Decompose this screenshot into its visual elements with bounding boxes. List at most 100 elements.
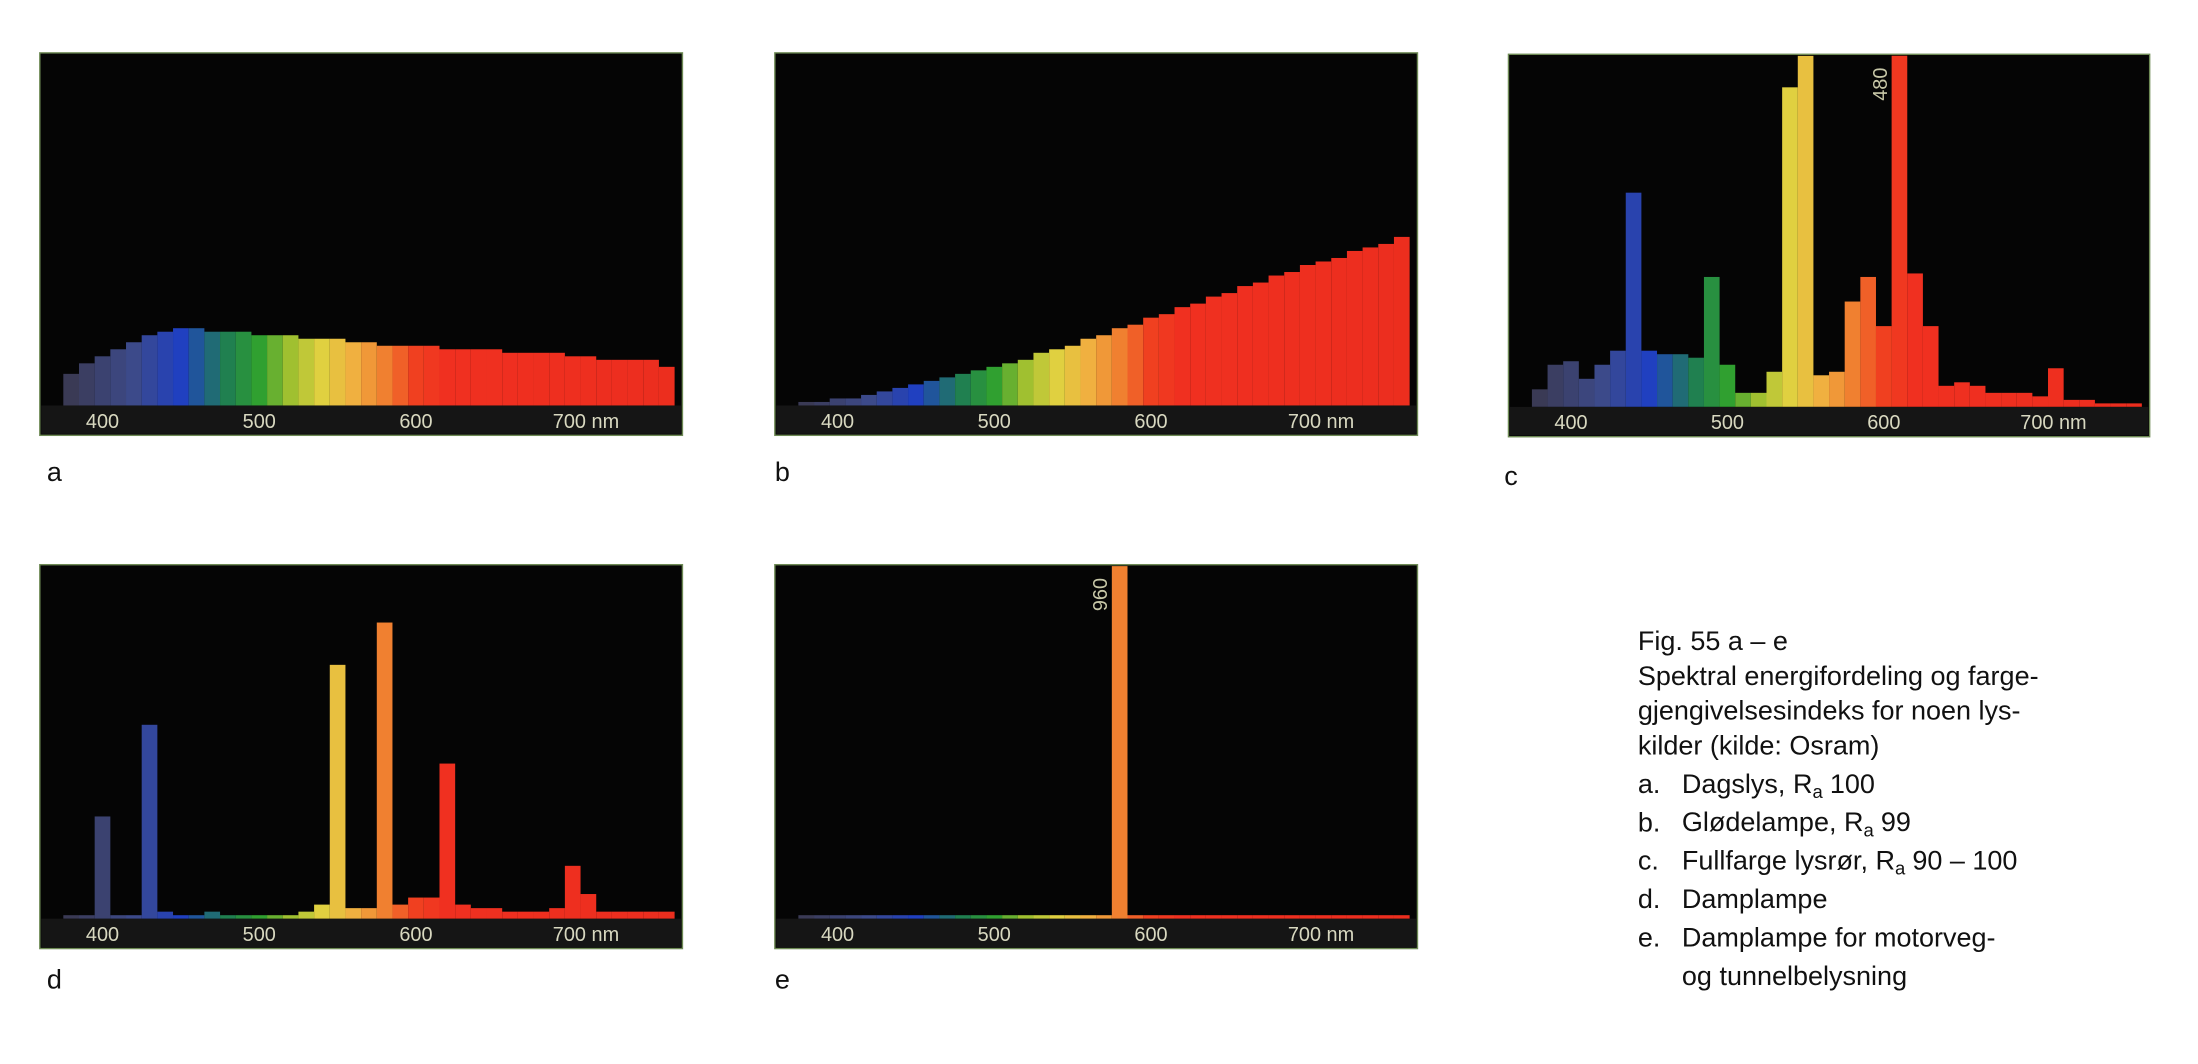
bar (2001, 392, 2017, 407)
bar (282, 915, 299, 919)
bar (1064, 345, 1081, 406)
item-marker: e. (1638, 922, 1661, 952)
item-subscript: a (1895, 858, 1906, 879)
axis-band (776, 918, 1417, 948)
item-main: Dagslys, R (1682, 769, 1813, 799)
bar (1922, 326, 1939, 407)
bar (1237, 915, 1253, 919)
bar (423, 345, 440, 406)
bar (1299, 264, 1316, 406)
bar (1017, 359, 1034, 406)
bar (1346, 915, 1363, 919)
bar (1672, 354, 1689, 407)
bar (376, 345, 393, 406)
bar (2079, 399, 2095, 407)
bar (549, 908, 565, 919)
bar (204, 331, 221, 406)
bar (1064, 915, 1081, 919)
panel-label: c (1504, 461, 1518, 491)
bar (1547, 364, 1564, 407)
bar (1127, 324, 1144, 406)
bar (627, 359, 644, 406)
bar (1143, 317, 1159, 406)
bar (126, 915, 142, 919)
bar (1875, 326, 1892, 407)
bar (1331, 915, 1347, 919)
item-rest: 99 (1881, 807, 1911, 837)
bar (923, 915, 940, 919)
bar (1907, 273, 1923, 407)
item-main: Damplampe for motorveg- (1682, 922, 1996, 952)
bar (2048, 368, 2064, 407)
item-text: Damplampe (1682, 884, 1828, 914)
bar (1657, 354, 1673, 407)
bar (78, 363, 95, 406)
bar (1378, 243, 1394, 406)
caption-line: gjengivelsesindeks for noen lys- (1638, 696, 2021, 726)
bar (829, 398, 846, 406)
bar (908, 915, 924, 919)
bar (1284, 915, 1300, 919)
bar (1002, 363, 1018, 406)
bar (486, 349, 503, 406)
bar (1017, 915, 1034, 919)
bar (298, 338, 315, 406)
bar (814, 915, 830, 919)
x-tick-label: 500 (978, 924, 1011, 946)
item-marker: c. (1638, 846, 1659, 876)
bar (2032, 396, 2049, 407)
bar (845, 915, 862, 919)
bar (955, 915, 971, 919)
bar (1174, 307, 1191, 406)
bar (1237, 286, 1253, 406)
x-tick-label: 700 nm (1288, 411, 1354, 433)
bar (1284, 272, 1300, 406)
bar (361, 908, 377, 919)
bar (1797, 55, 1814, 407)
item-main: Glødelampe, R (1682, 807, 1864, 837)
bar (1954, 382, 1970, 407)
bar (251, 915, 268, 919)
item-subscript: a (1863, 819, 1874, 840)
bar (611, 359, 628, 406)
bar (173, 915, 189, 919)
bar (439, 763, 456, 919)
bar (470, 349, 487, 406)
bar (861, 394, 877, 406)
bar (94, 356, 111, 406)
bar (282, 335, 299, 406)
x-tick-label: 500 (978, 411, 1011, 433)
x-tick-label: 500 (1711, 412, 1744, 434)
x-tick-label: 400 (1554, 412, 1587, 434)
bar (204, 911, 221, 919)
bar (876, 915, 893, 919)
x-tick-label: 600 (399, 924, 432, 946)
bar (345, 908, 362, 919)
bar (1315, 915, 1332, 919)
bar (1096, 335, 1112, 406)
bar (157, 911, 174, 919)
bar (63, 373, 79, 406)
bar (658, 911, 675, 919)
spectrum-chart: 400 500 600 700 nm (774, 52, 1419, 437)
bar (2063, 399, 2080, 407)
bar (408, 345, 424, 406)
bar (361, 342, 377, 406)
bar (1002, 915, 1018, 919)
bar (643, 911, 659, 919)
bar (1378, 915, 1394, 919)
bar (1158, 314, 1175, 406)
item-main: Fullfarge lysrør, R (1682, 846, 1895, 876)
spectrum-chart: 400 500 600 700 nm (39, 52, 684, 437)
bar (329, 338, 346, 406)
bar (627, 911, 644, 919)
bar (1096, 915, 1112, 919)
bar (314, 338, 330, 406)
bar (955, 373, 971, 406)
bar (235, 331, 252, 406)
bar (1766, 371, 1783, 407)
bar (1594, 364, 1611, 407)
bar (611, 911, 628, 919)
bar (1205, 296, 1222, 406)
